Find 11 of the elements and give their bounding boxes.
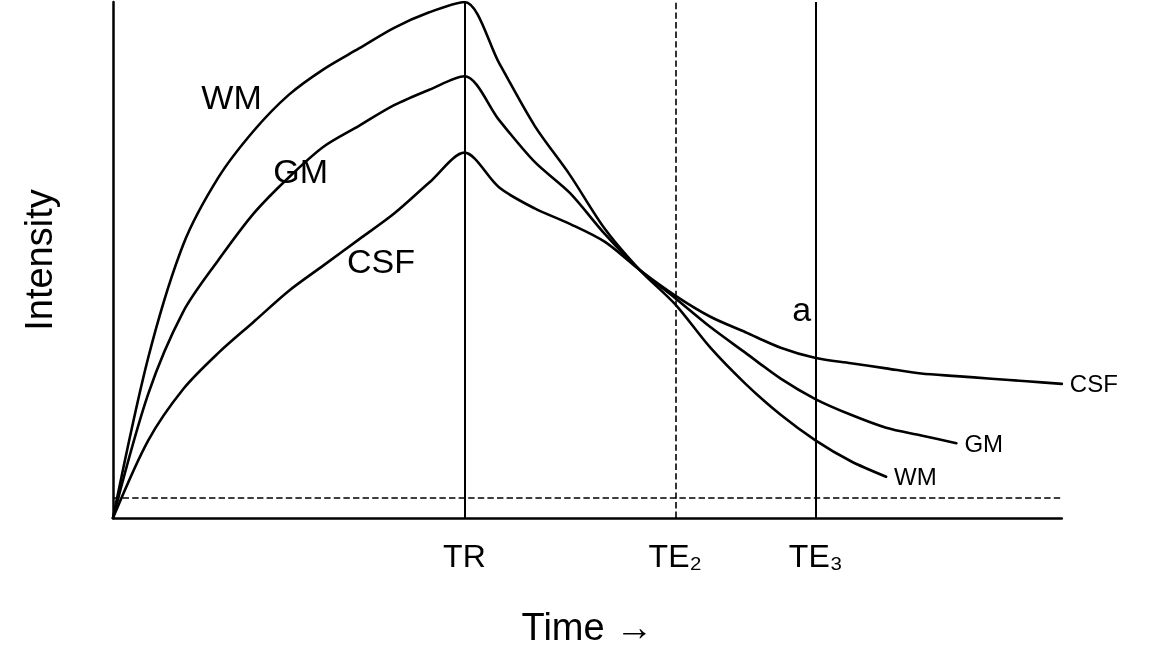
text: GM [964, 429, 1004, 457]
series-label: CSF [346, 242, 415, 281]
annotation: a [792, 290, 812, 329]
x-axis-title: Time → [521, 606, 654, 648]
text: WM [894, 463, 937, 491]
y-axis-title: Intensity [18, 189, 60, 331]
x-tick-label: TR [443, 538, 486, 574]
x-tick-label: TE₂ [648, 538, 702, 574]
text: CSF [1069, 370, 1118, 398]
x-tick-label: TE₃ [788, 538, 843, 574]
series-label: WM [201, 78, 262, 116]
